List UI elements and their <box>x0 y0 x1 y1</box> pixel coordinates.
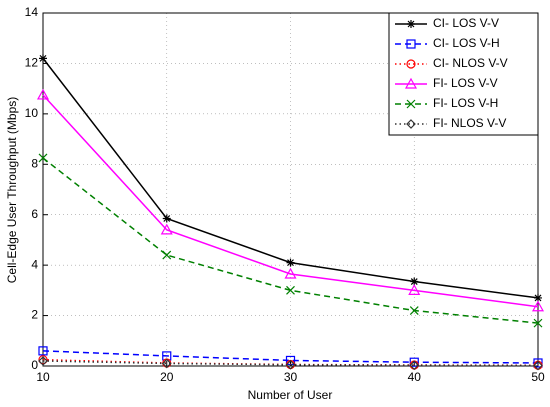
legend-label: CI- NLOS V-V <box>433 56 508 70</box>
marker <box>406 119 416 129</box>
marker <box>38 346 48 356</box>
marker <box>533 360 543 371</box>
marker <box>409 306 419 315</box>
series-line <box>42 350 539 364</box>
marker <box>408 284 421 295</box>
legend-label: FI- LOS V-H <box>433 96 498 110</box>
marker <box>404 77 418 89</box>
marker <box>406 59 416 69</box>
series-line <box>42 360 539 367</box>
x-tick-label: 40 <box>408 370 422 384</box>
marker <box>160 223 173 235</box>
y-axis-label: Cell-Edge User Throughput (Mbps) <box>5 97 19 284</box>
marker <box>39 54 47 63</box>
x-tick-label: 50 <box>531 370 545 384</box>
x-tick-label: 10 <box>36 370 50 384</box>
series-line <box>42 94 539 308</box>
y-tick-label: 6 <box>31 207 38 221</box>
legend-label: FI- LOS V-V <box>433 76 498 90</box>
y-tick-label: 4 <box>31 257 38 271</box>
axes-box <box>42 12 539 367</box>
marker <box>409 357 419 367</box>
legend-label: FI- NLOS V-V <box>433 116 506 130</box>
y-tick-label: 12 <box>25 56 39 70</box>
marker <box>534 293 542 302</box>
legend-label: CI- LOS V-H <box>433 36 500 50</box>
legend-label: CI- LOS V-V <box>433 16 499 30</box>
y-tick-label: 14 <box>25 5 39 19</box>
marker <box>531 300 545 312</box>
marker <box>409 360 420 371</box>
marker <box>533 318 543 328</box>
marker <box>162 250 172 260</box>
marker <box>38 355 48 365</box>
marker <box>286 258 295 267</box>
marker <box>285 359 296 370</box>
marker <box>284 267 297 279</box>
marker <box>286 285 295 295</box>
y-tick-label: 2 <box>31 308 38 322</box>
x-axis-label: Number of User <box>248 388 333 402</box>
y-tick-label: 8 <box>31 156 38 170</box>
y-tick-label: 10 <box>25 106 39 120</box>
marker <box>36 88 50 100</box>
x-tick-label: 20 <box>160 370 174 384</box>
y-tick-label: 0 <box>31 358 38 372</box>
marker <box>162 214 171 223</box>
marker <box>406 99 416 109</box>
marker <box>38 153 48 163</box>
marker <box>410 277 419 286</box>
marker <box>38 356 48 366</box>
marker <box>406 39 416 49</box>
marker <box>407 20 415 28</box>
x-tick-label: 30 <box>284 370 298 384</box>
marker <box>161 358 172 369</box>
legend-box <box>388 12 539 136</box>
